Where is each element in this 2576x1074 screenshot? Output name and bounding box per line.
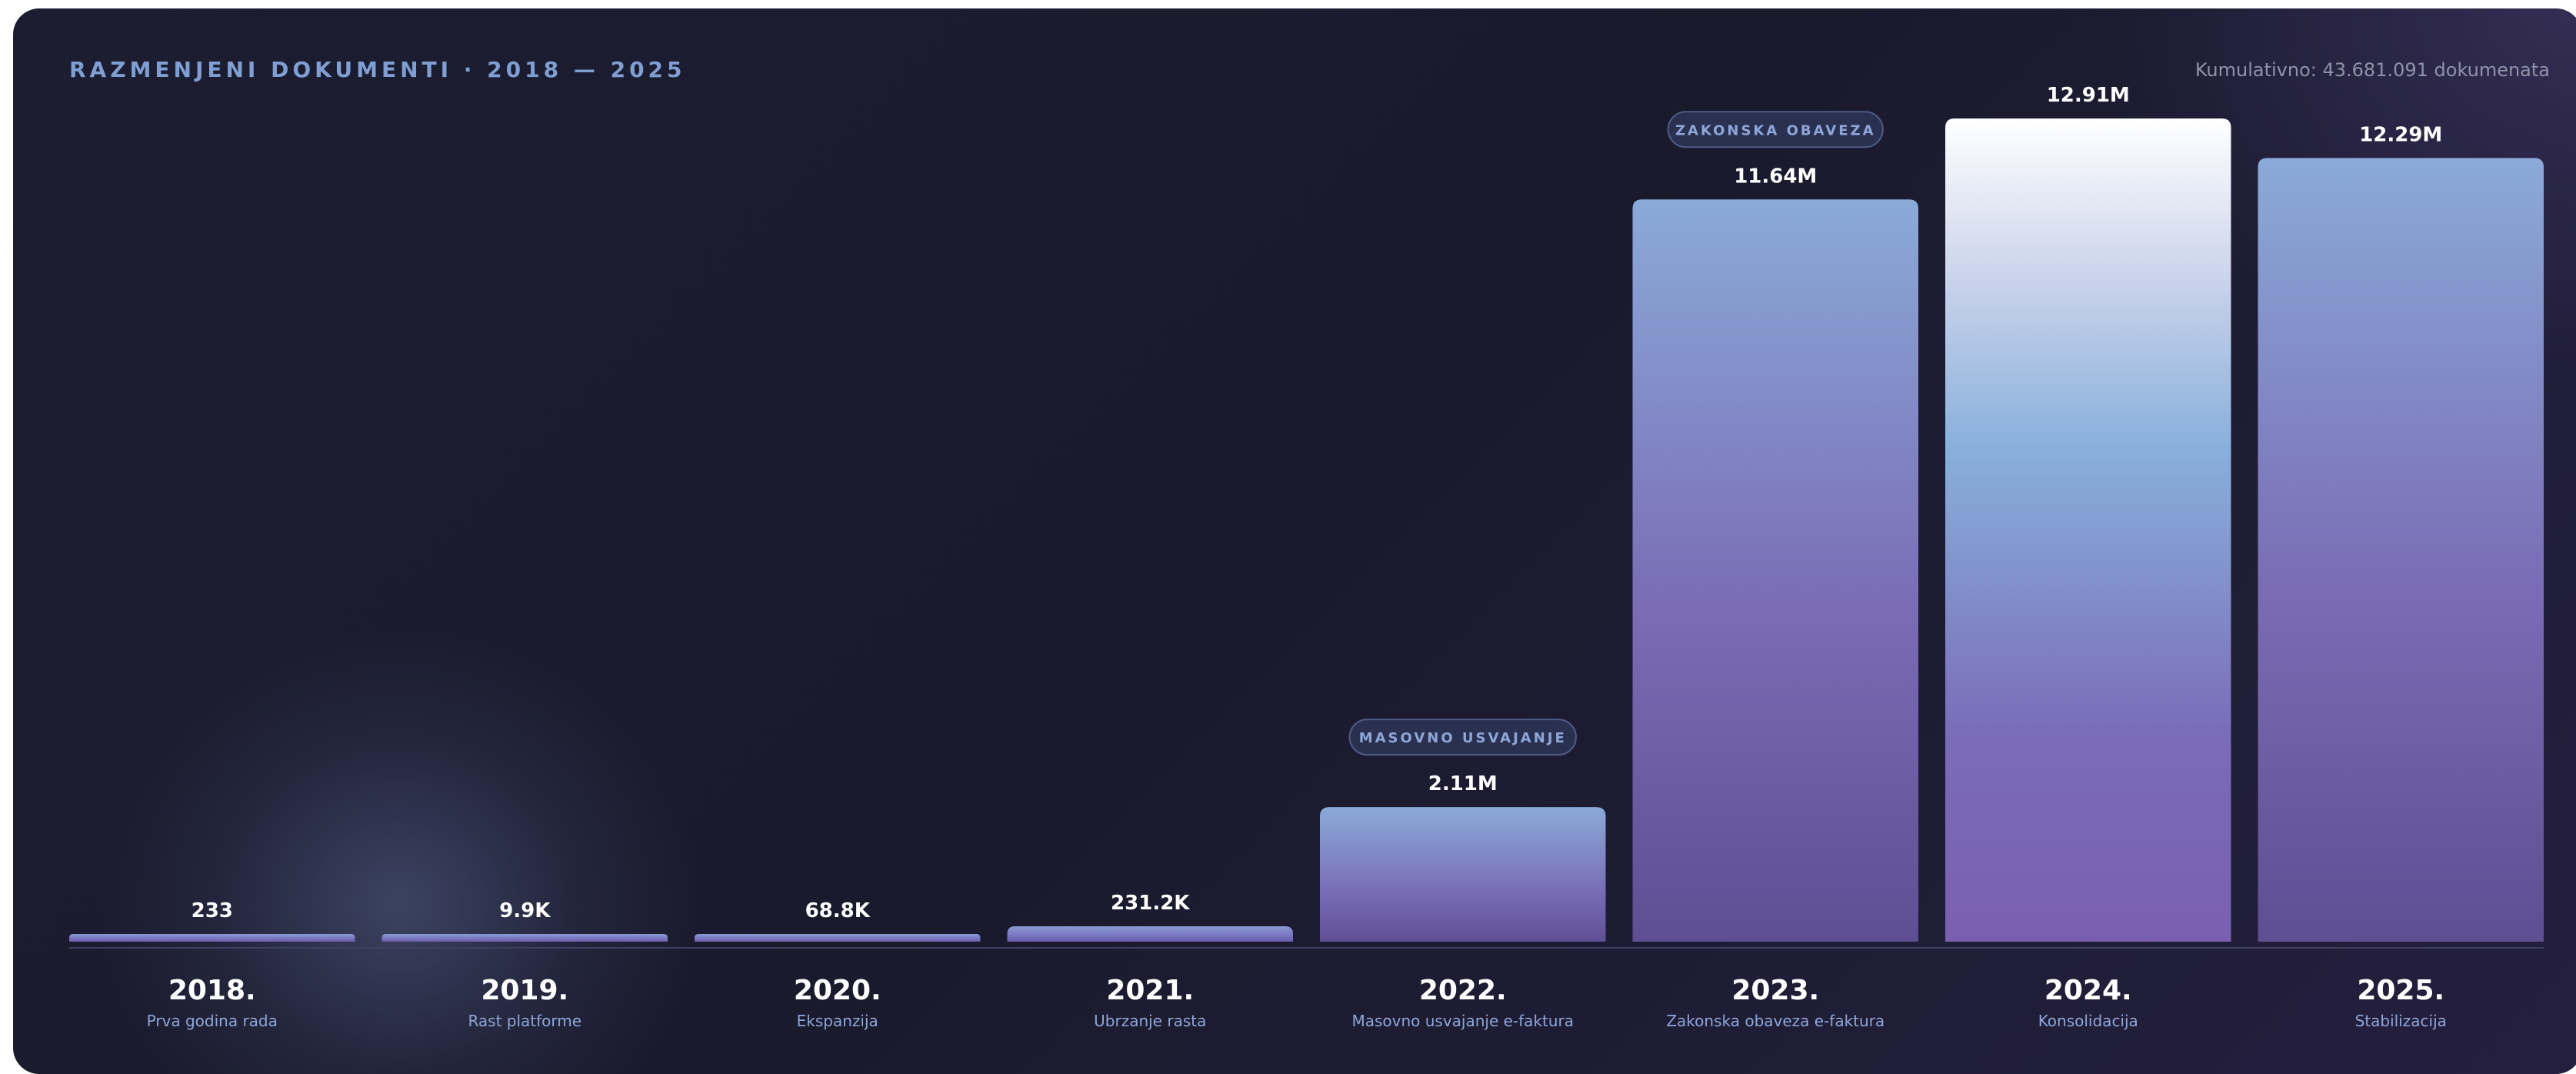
value-label: 68.8K: [805, 899, 871, 922]
value-label: 231.2K: [1111, 892, 1190, 915]
value-label: 9.9K: [499, 899, 551, 922]
cumulative-total: Kumulativno: 43.681.091 dokumenata: [2194, 59, 2550, 81]
bar-2024[interactable]: [1945, 118, 2231, 942]
annotation-text: ZAKONSKA OBAVEZA: [1675, 122, 1876, 138]
bar-2020[interactable]: [695, 934, 981, 942]
x-tick-label: 2020.: [794, 975, 881, 1006]
x-tick-label: 2019.: [481, 975, 568, 1006]
x-tick-label: 2018.: [168, 975, 256, 1006]
bar-2021[interactable]: [1007, 926, 1294, 942]
value-label: 11.64M: [1734, 165, 1817, 188]
x-tick-sublabel: Prva godina rada: [147, 1012, 278, 1030]
x-tick-sublabel: Stabilizacija: [2355, 1012, 2447, 1030]
x-tick-sublabel: Rast platforme: [468, 1012, 582, 1030]
annotation-badge: ZAKONSKA OBAVEZA: [1667, 111, 1884, 148]
bar-2025[interactable]: [2258, 158, 2544, 942]
value-label: 12.29M: [2359, 123, 2442, 146]
chart-title: RAZMENJENI DOKUMENTI · 2018 — 2025: [69, 57, 686, 82]
x-tick-label: 2022.: [1419, 975, 1507, 1006]
x-tick-sublabel: Zakonska obaveza e-faktura: [1666, 1012, 1885, 1030]
value-label: 233: [192, 899, 233, 922]
x-tick-label: 2021.: [1106, 975, 1194, 1006]
value-label: 2.11M: [1428, 772, 1498, 795]
annotation-badge: MASOVNO USVAJANJE: [1348, 719, 1577, 756]
x-tick-label: 2025.: [2357, 975, 2444, 1006]
x-tick-sublabel: Ubrzanje rasta: [1094, 1012, 1206, 1030]
x-tick-sublabel: Konsolidacija: [2038, 1012, 2138, 1030]
bar-2018[interactable]: [69, 934, 355, 942]
bar-2022[interactable]: [1320, 807, 1606, 942]
x-tick-label: 2024.: [2044, 975, 2132, 1006]
bar-2019[interactable]: [382, 934, 668, 942]
bar-chart: 233 2018. Prva godina rada 9.9K 2019. Rast pl…: [69, 84, 2544, 1030]
chart-card: RAZMENJENI DOKUMENTI · 2018 — 2025 Kumul…: [13, 8, 2576, 1074]
bar-2023[interactable]: [1632, 199, 1919, 942]
annotation-text: MASOVNO USVAJANJE: [1359, 730, 1567, 746]
value-label: 12.91M: [2047, 84, 2130, 107]
x-tick-sublabel: Ekspanzija: [797, 1012, 878, 1030]
x-tick-sublabel: Masovno usvajanje e-faktura: [1351, 1012, 1574, 1030]
x-tick-label: 2023.: [1731, 975, 1819, 1006]
